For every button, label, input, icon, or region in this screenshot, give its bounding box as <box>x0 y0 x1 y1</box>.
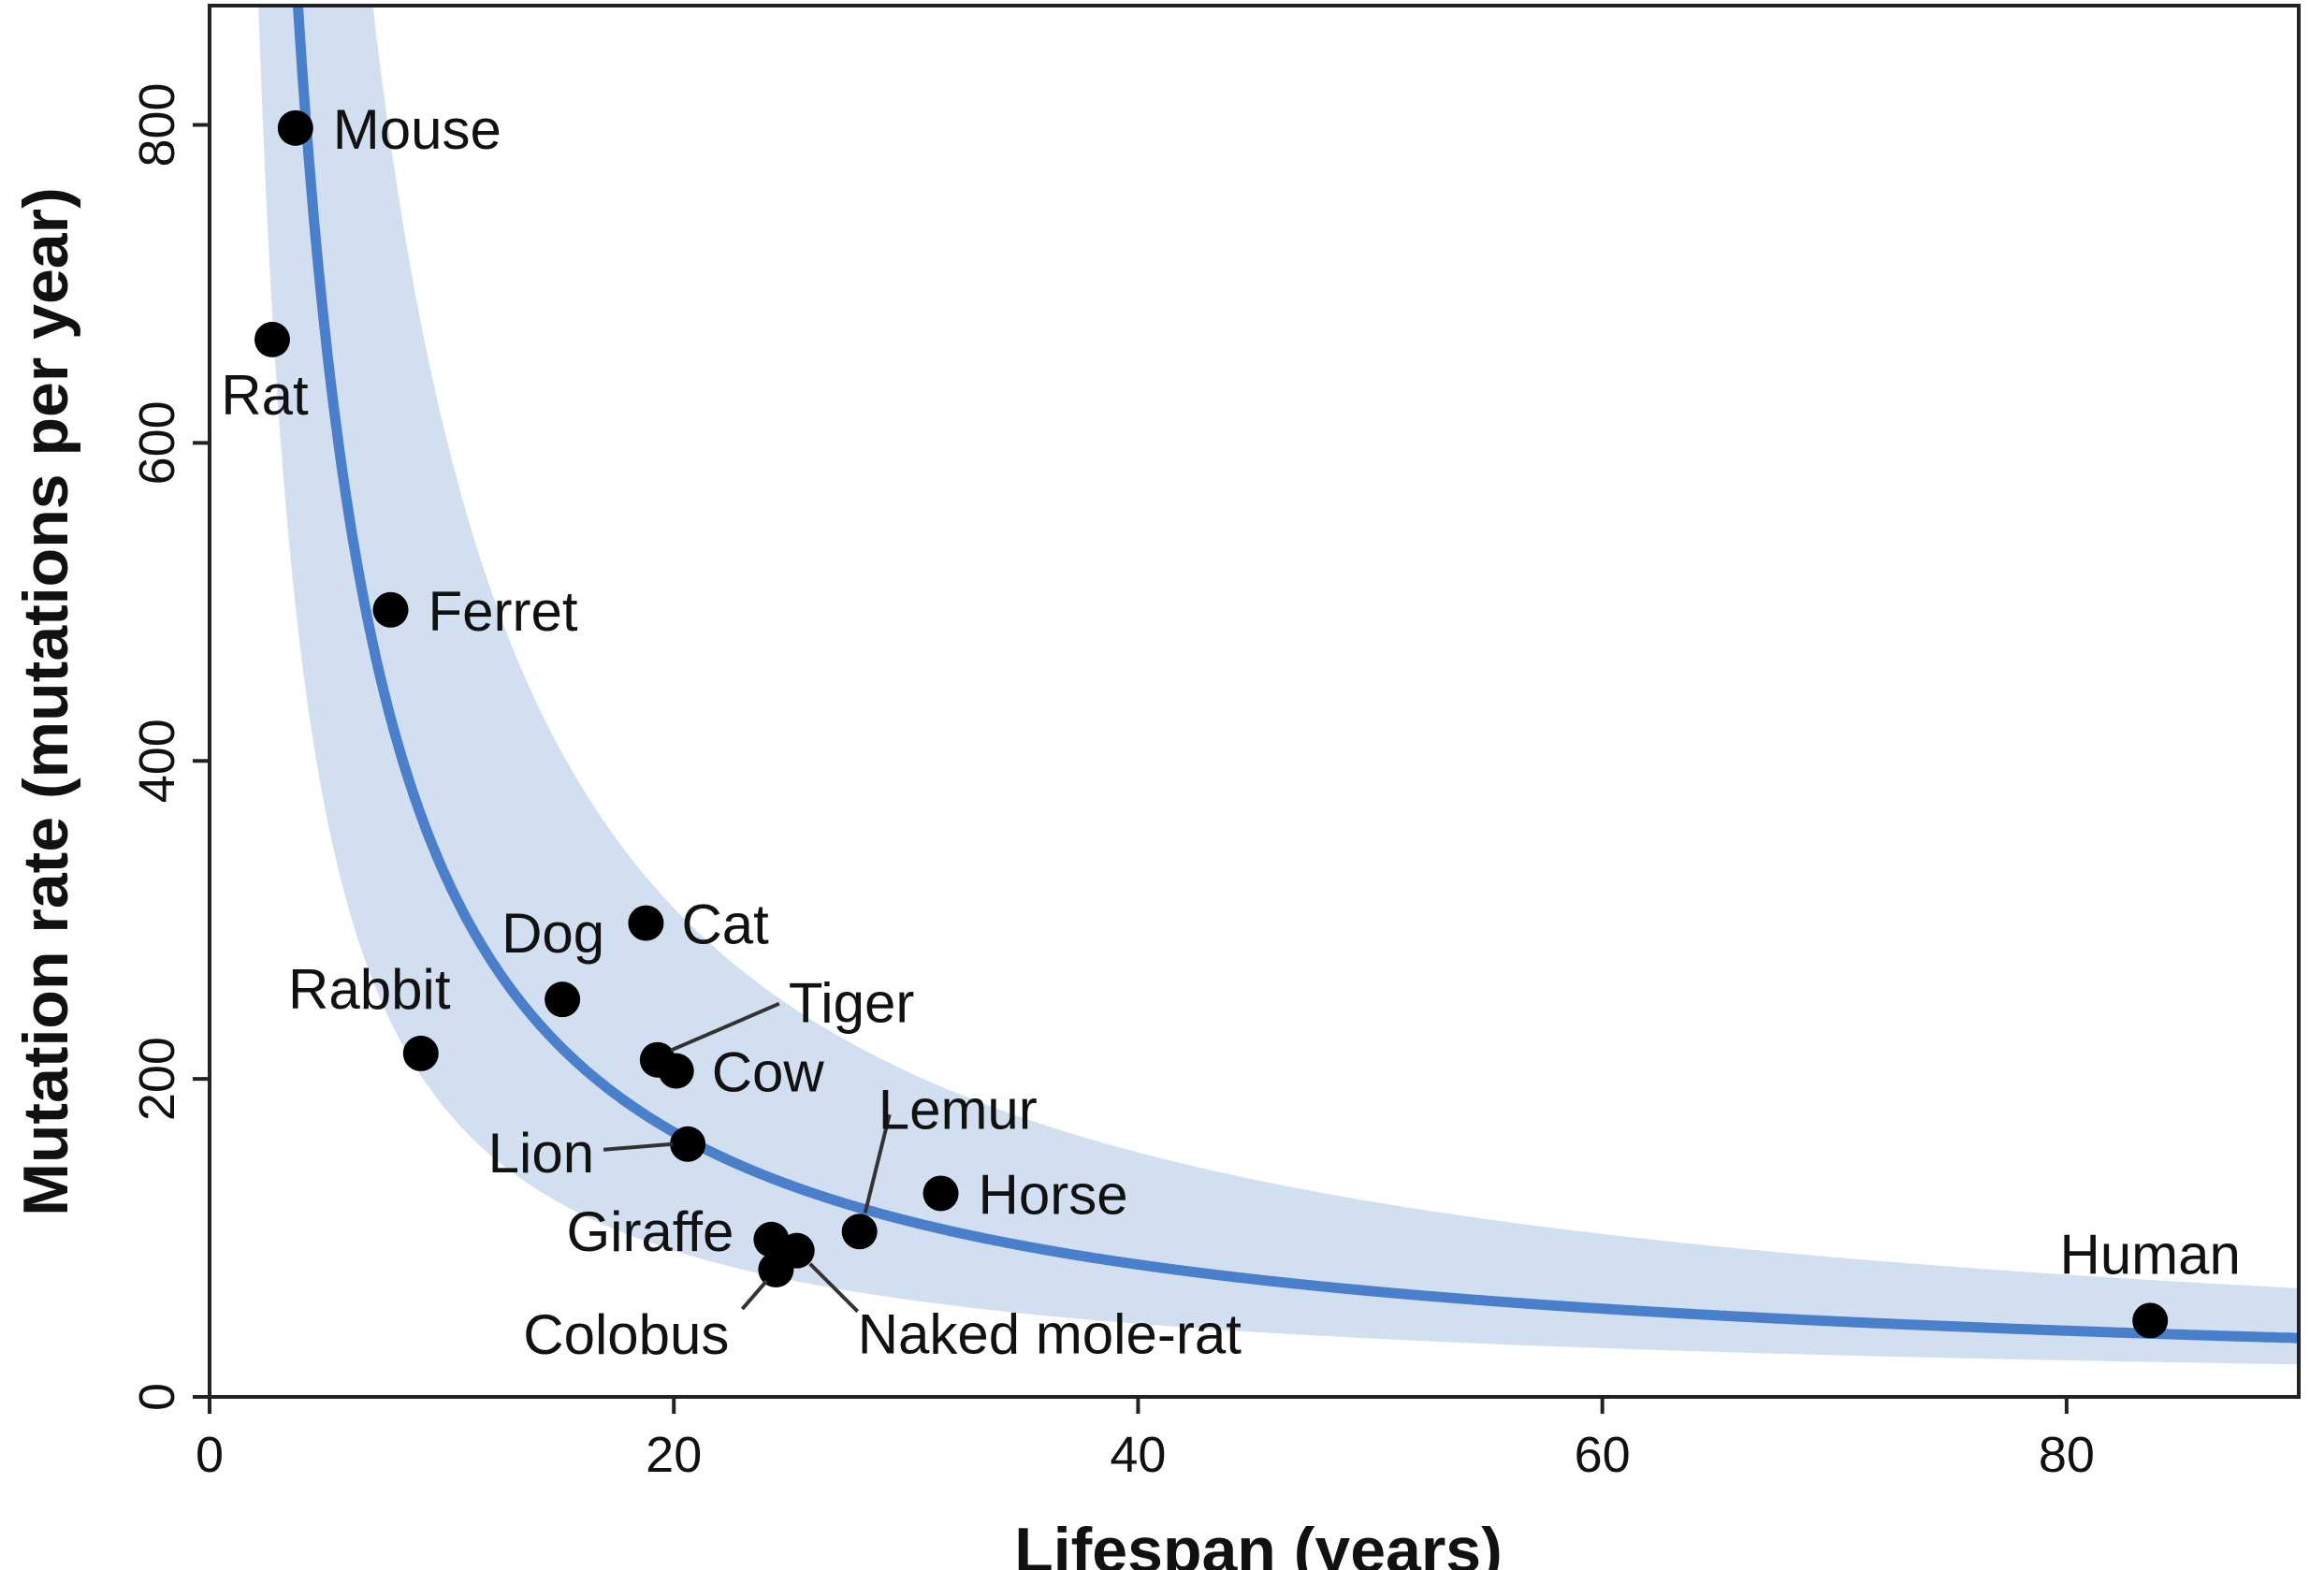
point-ferret <box>372 591 409 628</box>
point-rat <box>254 321 290 357</box>
leader-line-tiger <box>670 1001 780 1053</box>
y-tick-label: 200 <box>129 1037 185 1121</box>
leader-line-lemur <box>863 1113 892 1214</box>
point-cat <box>628 905 664 941</box>
label-lemur: Lemur <box>879 1078 1038 1141</box>
label-rat: Rat <box>221 364 309 427</box>
x-axis-title: Lifespan (years) <box>1014 1515 1503 1570</box>
y-tick-label: 400 <box>129 719 185 803</box>
point-dog <box>545 981 581 1018</box>
point-human <box>2132 1302 2169 1339</box>
x-tick-label: 20 <box>646 1427 702 1483</box>
plot-frame <box>208 4 2301 1399</box>
leader-line-colobus <box>740 1279 768 1311</box>
y-axis: 0 200 400 600 800 <box>129 82 210 1411</box>
point-lion <box>670 1126 706 1162</box>
x-axis: 0 20 40 60 80 <box>196 1397 2095 1483</box>
label-cow: Cow <box>712 1041 825 1104</box>
label-tiger: Tiger <box>789 972 914 1035</box>
point-colobus <box>758 1252 794 1288</box>
label-human: Human <box>2059 1223 2240 1286</box>
point-lemur <box>841 1214 878 1250</box>
label-dog: Dog <box>501 902 604 965</box>
point-mouse <box>277 109 313 146</box>
label-colobus: Colobus <box>523 1303 729 1366</box>
label-lion: Lion <box>488 1122 594 1185</box>
label-horse: Horse <box>979 1163 1128 1226</box>
y-tick-label: 600 <box>129 400 185 485</box>
x-tick-label: 40 <box>1110 1427 1166 1483</box>
label-cat: Cat <box>681 894 769 956</box>
confidence-band <box>258 6 2299 1365</box>
x-tick-label: 60 <box>1575 1427 1631 1483</box>
leader-line-naked-mole-rat <box>808 1262 860 1314</box>
y-tick-label: 800 <box>129 82 185 167</box>
label-ferret: Ferret <box>428 580 578 643</box>
label-mouse: Mouse <box>333 98 501 161</box>
label-rabbit: Rabbit <box>288 958 451 1021</box>
x-tick-label: 0 <box>196 1427 224 1483</box>
fit-curve <box>292 6 2299 1344</box>
y-axis-title: Mutation rate (mutations per year) <box>10 187 81 1216</box>
label-giraffe: Giraffe <box>566 1200 734 1263</box>
leader-line-lion <box>603 1141 674 1152</box>
point-horse <box>922 1175 959 1212</box>
x-tick-label: 80 <box>2039 1427 2095 1483</box>
label-naked-mole-rat: Naked mole-rat <box>858 1303 1242 1366</box>
point-cow <box>658 1053 694 1089</box>
y-tick-label: 0 <box>129 1383 185 1411</box>
point-rabbit <box>402 1035 439 1071</box>
